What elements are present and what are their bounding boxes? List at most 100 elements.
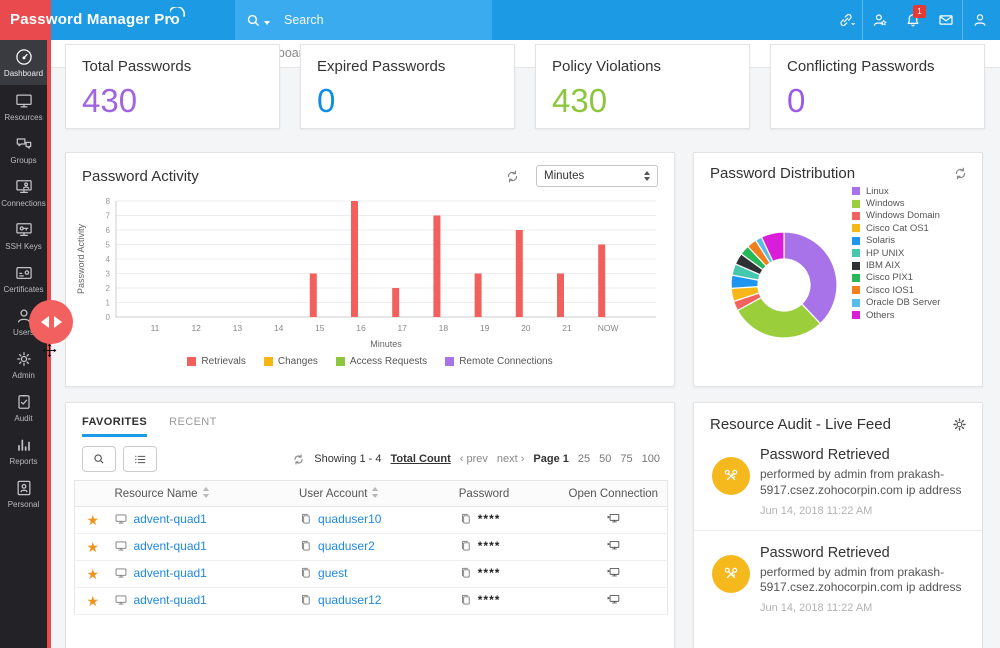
header-separator — [862, 0, 863, 40]
total-count-link[interactable]: Total Count — [390, 453, 451, 465]
refresh-icon[interactable] — [953, 166, 968, 181]
favorite-star-icon[interactable]: ★ — [86, 538, 99, 555]
stat-card-expired-passwords[interactable]: Expired Passwords 0 — [300, 44, 515, 129]
legend-item: Windows Domain — [852, 210, 940, 222]
personal-icon — [14, 478, 34, 498]
open-connection-icon[interactable] — [606, 540, 621, 556]
resources-icon — [14, 91, 34, 111]
sidebar-item-audit[interactable]: Audit — [0, 386, 47, 429]
favorite-star-icon[interactable]: ★ — [86, 592, 99, 609]
sidebar-item-dashboard[interactable]: Dashboard — [0, 40, 47, 85]
stat-value: 430 — [552, 82, 608, 119]
table-row[interactable]: ★ advent-quad1 guest **** — [74, 560, 668, 588]
main-content: Password DashboardUser DashboardKeys Das… — [51, 40, 1000, 648]
sidebar-item-label: Dashboard — [3, 69, 44, 78]
copy-icon[interactable] — [299, 593, 313, 610]
stat-card-conflicting-passwords[interactable]: Conflicting Passwords 0 — [770, 44, 985, 129]
sidebar-item-admin[interactable]: Admin — [0, 343, 47, 386]
bell-icon[interactable]: 1 — [896, 0, 929, 40]
search-icon[interactable] — [245, 12, 262, 29]
account-link[interactable]: quaduser10 — [318, 511, 382, 526]
reports-icon — [14, 435, 34, 455]
column-header-resource-name[interactable]: Resource Name — [110, 480, 296, 507]
copy-icon[interactable] — [459, 539, 473, 556]
next-page-button[interactable]: next › — [496, 453, 525, 465]
distribution-legend: Linux Windows Windows Domain Cisco Cat OS1 S… — [852, 185, 940, 321]
password-distribution-card: Password Distribution Linux Windows Window… — [693, 152, 983, 387]
stat-card-total-passwords[interactable]: Total Passwords 430 — [65, 44, 280, 129]
copy-icon[interactable] — [299, 539, 313, 556]
page-size-25[interactable]: 25 — [577, 453, 591, 465]
favorites-tab-recent[interactable]: RECENT — [169, 416, 217, 428]
stat-label: Policy Violations — [552, 58, 661, 75]
open-connection-icon[interactable] — [606, 594, 621, 610]
table-row[interactable]: ★ advent-quad1 quaduser12 **** — [74, 587, 668, 615]
sidebar-item-groups[interactable]: Groups — [0, 128, 47, 171]
sidebar-item-reports[interactable]: Reports — [0, 429, 47, 472]
sidebar-item-personal[interactable]: Personal — [0, 472, 47, 515]
sidebar-item-users[interactable]: Users — [0, 300, 47, 343]
copy-icon[interactable] — [459, 566, 473, 583]
sidebar-item-label: SSH Keys — [5, 242, 42, 251]
search-input[interactable] — [284, 13, 454, 27]
sort-icon[interactable] — [371, 486, 379, 501]
open-connection-icon[interactable] — [606, 513, 621, 529]
svg-text:1: 1 — [106, 299, 111, 308]
resource-link[interactable]: advent-quad1 — [133, 592, 207, 607]
resource-link[interactable]: advent-quad1 — [133, 538, 207, 553]
legend-item: Cisco PIX1 — [852, 272, 940, 284]
page-size-50[interactable]: 50 — [599, 453, 612, 465]
prev-page-button[interactable]: ‹ prev — [459, 453, 488, 465]
feed-item-body: performed by admin from prakash-5917.cse… — [760, 467, 962, 497]
copy-icon[interactable] — [459, 512, 473, 529]
table-search-button[interactable] — [82, 446, 116, 472]
resource-link[interactable]: advent-quad1 — [133, 565, 207, 580]
dashboard-icon — [14, 47, 34, 67]
sidebar-resize-handle[interactable] — [29, 300, 73, 344]
legend-item: Cisco Cat OS1 — [852, 222, 940, 234]
account-link[interactable]: quaduser2 — [318, 538, 375, 553]
favorite-star-icon[interactable]: ★ — [86, 511, 99, 528]
refresh-icon[interactable] — [292, 453, 305, 466]
open-connection-icon[interactable] — [606, 567, 621, 583]
envelope-icon[interactable] — [929, 0, 962, 40]
copy-icon[interactable] — [299, 512, 313, 529]
notification-badge: 1 — [913, 5, 926, 18]
password-distribution-title: Password Distribution — [710, 165, 856, 182]
column-chooser-button[interactable] — [123, 446, 157, 472]
table-row[interactable]: ★ advent-quad1 quaduser10 **** — [74, 506, 668, 534]
table-row[interactable]: ★ advent-quad1 quaduser2 **** — [74, 533, 668, 561]
sidebar-item-label: Personal — [7, 500, 40, 509]
account-link[interactable]: guest — [318, 565, 348, 580]
refresh-icon[interactable] — [505, 169, 520, 184]
stat-card-policy-violations[interactable]: Policy Violations 430 — [535, 44, 750, 129]
copy-icon[interactable] — [459, 593, 473, 610]
sidebar-item-connections[interactable]: Connections — [0, 171, 47, 214]
user-star-icon[interactable] — [863, 0, 896, 40]
column-header-user-account[interactable]: User Account — [295, 480, 455, 507]
person-icon[interactable] — [963, 0, 996, 40]
feed-item-time: Jun 14, 2018 11:22 AM — [760, 602, 873, 615]
sidebar-item-certificates[interactable]: Certificates — [0, 257, 47, 300]
arrow-right-icon — [53, 316, 62, 328]
gear-icon[interactable] — [951, 416, 968, 433]
page-size-75[interactable]: 75 — [620, 453, 633, 465]
sidebar-item-resources[interactable]: Resources — [0, 85, 47, 128]
page-size-100[interactable]: 100 — [641, 453, 660, 465]
feed-item-time: Jun 14, 2018 11:22 AM — [760, 504, 873, 517]
move-cursor-icon — [42, 343, 57, 363]
svg-text:13: 13 — [233, 323, 243, 333]
resource-link[interactable]: advent-quad1 — [133, 511, 207, 526]
link-icon[interactable] — [829, 0, 862, 40]
sort-icon[interactable] — [202, 486, 210, 501]
copy-icon[interactable] — [299, 566, 313, 583]
arrow-left-icon — [40, 316, 49, 328]
favorite-star-icon[interactable]: ★ — [86, 565, 99, 582]
sidebar-item-ssh-keys[interactable]: SSH Keys — [0, 214, 47, 257]
account-link[interactable]: quaduser12 — [318, 592, 382, 607]
search-bar[interactable] — [235, 0, 492, 40]
favorites-tab-favorites[interactable]: FAVORITES — [82, 416, 148, 437]
search-scope-caret-icon[interactable] — [264, 21, 270, 25]
legend-item: Remote Connections — [445, 356, 553, 367]
interval-select[interactable]: Minutes — [536, 165, 658, 187]
